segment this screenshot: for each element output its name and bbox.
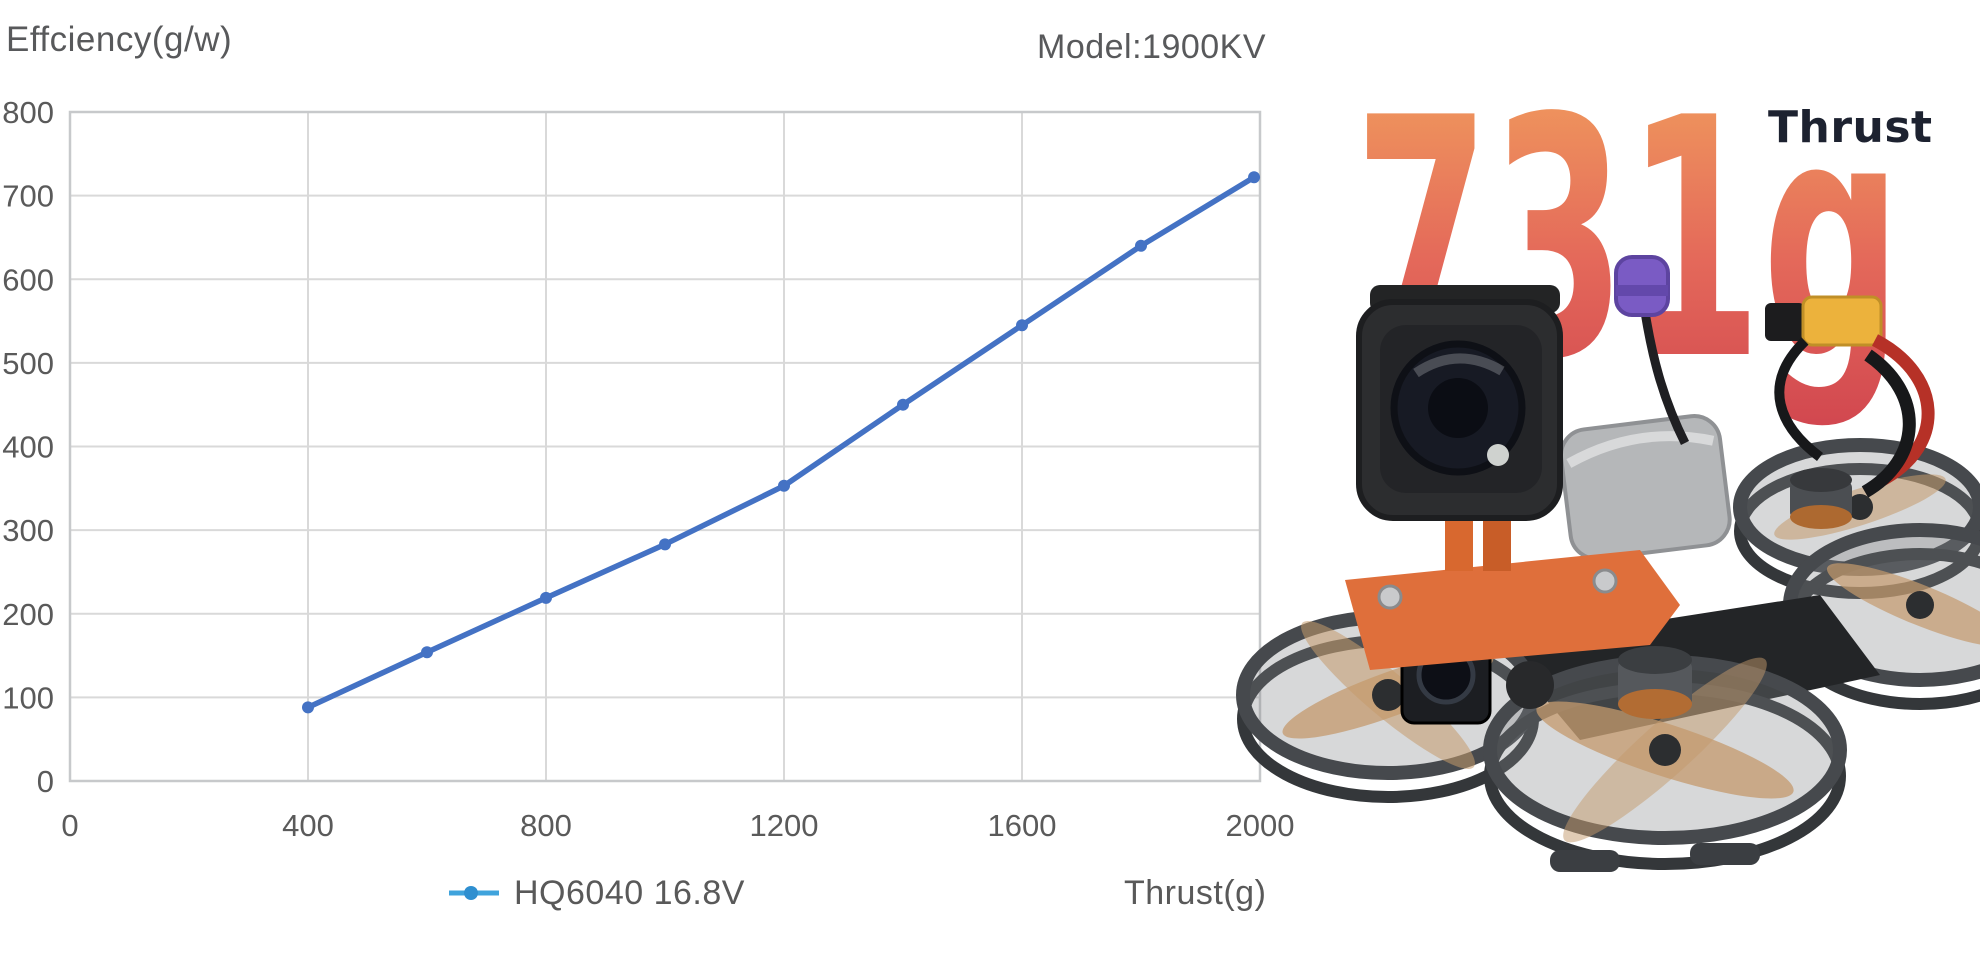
- efficiency-line-chart: 0 100 200 300 400 500 600 700 800 0 400 800 1200 1600…: [2, 95, 1295, 843]
- chart-title: Effciency(g/w): [6, 20, 233, 59]
- camera-mount: [1345, 515, 1680, 670]
- battery: [1558, 414, 1732, 561]
- svg-text:0: 0: [61, 808, 78, 843]
- svg-text:600: 600: [2, 262, 54, 297]
- svg-text:2000: 2000: [1226, 808, 1295, 843]
- svg-text:800: 800: [520, 808, 572, 843]
- duct-front: [1483, 655, 1847, 872]
- heat-shrink: [1765, 303, 1805, 341]
- battery-wire-black: [1861, 349, 1916, 498]
- xt60-connector: [1801, 295, 1883, 347]
- svg-text:400: 400: [282, 808, 334, 843]
- legend-series-marker-icon: [449, 886, 499, 900]
- svg-text:500: 500: [2, 346, 54, 381]
- motor: [1790, 468, 1852, 529]
- svg-text:800: 800: [2, 95, 54, 130]
- svg-text:0: 0: [37, 764, 54, 799]
- chart-legend: HQ6040 16.8V: [448, 872, 745, 914]
- action-camera: [1356, 285, 1563, 521]
- svg-text:300: 300: [2, 513, 54, 548]
- svg-text:100: 100: [2, 680, 54, 715]
- svg-text:1600: 1600: [988, 808, 1057, 843]
- svg-text:400: 400: [2, 430, 54, 465]
- svg-text:700: 700: [2, 179, 54, 214]
- antenna: [1614, 255, 1670, 317]
- legend-series-label: HQ6040 16.8V: [514, 873, 745, 912]
- duct-left: [1236, 610, 1540, 803]
- model-label: Model:1900KV: [1037, 28, 1267, 66]
- motor: [1618, 646, 1692, 719]
- antenna-stalk: [1640, 311, 1690, 446]
- drone-photo: [1236, 255, 1980, 872]
- damper-ball: [1506, 661, 1554, 709]
- svg-text:200: 200: [2, 597, 54, 632]
- thrust-badge-label: Thrust: [1768, 102, 1933, 153]
- battery-wire-black: [1774, 337, 1824, 461]
- svg-text:1200: 1200: [750, 808, 819, 843]
- x-axis-title: Thrust(g): [1124, 874, 1267, 912]
